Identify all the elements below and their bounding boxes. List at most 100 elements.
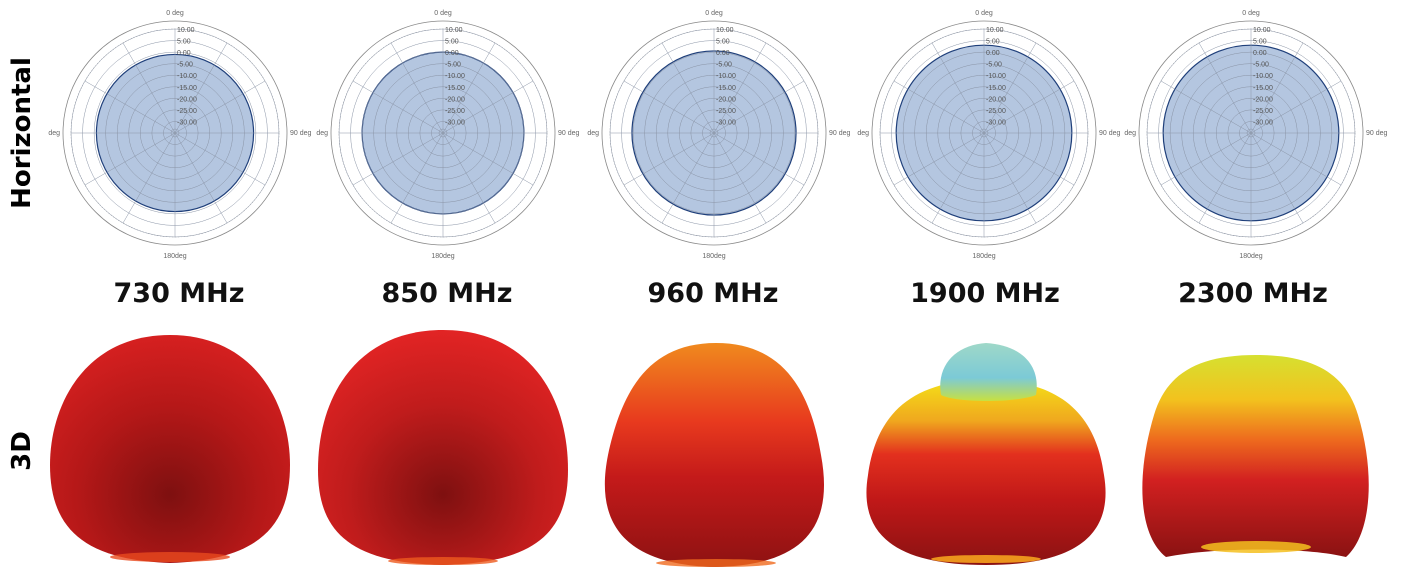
polar-chart-730: 10.00 5.00 0.00 -5.00 -10.00 -15.00 -20.00 -25.… (48, 10, 311, 260)
frequency-label-960: 960 MHz (647, 278, 779, 309)
angle-label-180: 180deg (1239, 253, 1262, 260)
polar-spoke (983, 80, 1075, 134)
polar-spoke (661, 132, 715, 224)
polar-spoke (442, 42, 496, 134)
3d-lobe-1900-top (940, 343, 1037, 401)
radial-tick-label: 5.00 (1253, 39, 1267, 46)
radial-tick-label: -15.00 (986, 85, 1006, 92)
radial-tick-label: -10.00 (716, 73, 736, 80)
radial-tick-label: 0.00 (1253, 50, 1267, 57)
radial-tick-label: 0.00 (445, 50, 459, 57)
radial-tick-label: -10.00 (177, 73, 197, 80)
polar-spoke (84, 132, 176, 186)
radial-tick-label: -5.00 (177, 62, 193, 69)
angle-label-180: 180deg (702, 253, 725, 260)
angle-label-90: 90 deg (1099, 130, 1121, 137)
polar-spoke (713, 132, 805, 186)
polar-spoke (623, 132, 715, 186)
radial-tick-label: -15.00 (1253, 85, 1273, 92)
angle-label-90: 90 deg (1366, 130, 1388, 137)
3d-pattern-850 (318, 330, 568, 565)
polar-spoke (1250, 132, 1342, 186)
polar-chart-2300: 10.00 5.00 0.00 -5.00 -10.00 -15.00 -20.00 -25.… (1124, 10, 1387, 260)
polar-spoke (174, 132, 266, 186)
polar-spoke (352, 80, 444, 134)
radial-tick-label: -25.00 (716, 108, 736, 115)
polar-spoke (931, 42, 985, 134)
polar-spoke (390, 132, 444, 224)
polar-spoke (893, 80, 985, 134)
angle-label-0: 0 deg (1242, 10, 1260, 17)
radial-tick-label: -30.00 (716, 119, 736, 126)
frequency-label-1900: 1900 MHz (910, 278, 1060, 309)
radial-tick-label: -20.00 (716, 96, 736, 103)
radial-tick-label: -25.00 (177, 108, 197, 115)
polar-spoke (661, 42, 715, 134)
polar-spoke (1198, 132, 1252, 224)
radial-tick-label: -30.00 (1253, 119, 1273, 126)
angle-label-180: 180deg (431, 253, 454, 260)
frequency-label-2300: 2300 MHz (1178, 278, 1328, 309)
polar-spoke (1198, 42, 1252, 134)
3d-lobe-2300 (1142, 355, 1369, 557)
radial-tick-label: 0.00 (986, 50, 1000, 57)
radial-tick-label: -20.00 (177, 96, 197, 103)
3d-lobe-1900 (866, 380, 1106, 565)
radial-tick-label: 10.00 (445, 27, 463, 34)
radial-tick-label: -25.00 (986, 108, 1006, 115)
3d-pattern-730 (50, 335, 290, 563)
polar-spoke (1250, 42, 1304, 134)
radial-tick-label: 0.00 (716, 50, 730, 57)
radial-tick-label: 5.00 (445, 39, 459, 46)
angle-label-0: 0 deg (434, 10, 452, 17)
3d-lobe-960 (604, 343, 825, 567)
polar-chart-1900: 10.00 5.00 0.00 -5.00 -10.00 -15.00 -20.00 -25.… (857, 10, 1120, 260)
polar-spoke (1250, 132, 1304, 224)
polar-spoke (174, 80, 266, 134)
angle-label-270: deg (1124, 130, 1136, 137)
polar-spoke (983, 132, 1075, 186)
polar-spoke (893, 132, 985, 186)
polar-outer-ring (871, 20, 1097, 246)
polar-spoke (623, 80, 715, 134)
radial-tick-label: -25.00 (445, 108, 465, 115)
radial-tick-label: -10.00 (986, 73, 1006, 80)
polar-spoke (713, 42, 767, 134)
polar-spoke (352, 132, 444, 186)
radial-tick-label: 10.00 (716, 27, 734, 34)
radial-tick-label: -30.00 (177, 119, 197, 126)
angle-label-270: deg (48, 130, 60, 137)
3d-pattern-960 (604, 343, 825, 567)
polar-spoke (84, 80, 176, 134)
polar-spoke (442, 80, 534, 134)
row-label-3d: 3D (7, 431, 37, 471)
radial-tick-label: -5.00 (445, 62, 461, 69)
radial-tick-label: 5.00 (716, 39, 730, 46)
radial-tick-label: -5.00 (1253, 62, 1269, 69)
radial-tick-label: -20.00 (1253, 96, 1273, 103)
polar-outer-ring (62, 20, 288, 246)
angle-label-270: deg (316, 130, 328, 137)
angle-label-90: 90 deg (558, 130, 580, 137)
polar-outer-ring (330, 20, 556, 246)
angle-label-0: 0 deg (705, 10, 723, 17)
radial-tick-label: 10.00 (1253, 27, 1271, 34)
polar-outer-ring (1138, 20, 1364, 246)
radial-tick-label: -25.00 (1253, 108, 1273, 115)
3d-pattern-1900 (866, 343, 1106, 565)
polar-spoke (174, 132, 228, 224)
polar-spoke (1250, 80, 1342, 134)
polar-spoke (1160, 80, 1252, 134)
radial-tick-label: -5.00 (716, 62, 732, 69)
radial-tick-label: 0.00 (177, 50, 191, 57)
polar-spoke (983, 132, 1037, 224)
3d-pattern-2300 (1142, 355, 1369, 557)
radial-tick-label: -20.00 (986, 96, 1006, 103)
radial-tick-label: -10.00 (1253, 73, 1273, 80)
3d-lobe-730 (50, 335, 290, 563)
radial-tick-label: -15.00 (445, 85, 465, 92)
radial-tick-label: 10.00 (177, 27, 195, 34)
angle-label-0: 0 deg (166, 10, 184, 17)
angle-label-270: deg (587, 130, 599, 137)
polar-chart-850: 10.00 5.00 0.00 -5.00 -10.00 -15.00 -20.00 -25.… (316, 10, 579, 260)
